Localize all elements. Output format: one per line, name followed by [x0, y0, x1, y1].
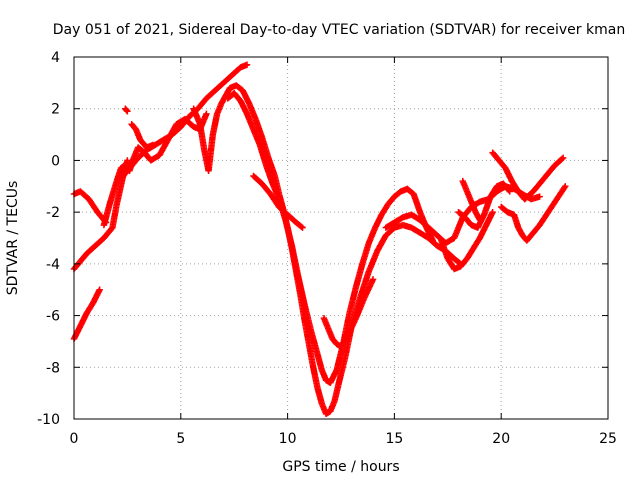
series-trace-18 [498, 183, 569, 244]
y-tick-label: 2 [51, 102, 60, 118]
data-point [203, 110, 210, 118]
data-point [298, 223, 305, 230]
y-tick-label: 4 [51, 50, 60, 66]
data-point [149, 141, 157, 149]
data-point [476, 216, 484, 224]
series-trace-4 [100, 159, 131, 229]
data-point [124, 108, 131, 115]
series-trace-8 [128, 121, 157, 151]
x-axis-label: GPS time / hours [282, 459, 399, 475]
data-point [558, 155, 566, 163]
data-point [506, 188, 513, 195]
data-point [123, 160, 130, 168]
data-point [96, 286, 103, 293]
series-trace-1 [70, 286, 103, 343]
x-tick-label: 5 [176, 431, 185, 447]
data-point [536, 193, 543, 200]
x-tick-label: 0 [70, 431, 79, 447]
y-tick-label: -2 [46, 205, 60, 221]
series-trace-10 [224, 90, 437, 386]
series-trace-14 [438, 208, 496, 273]
x-tick-label: 15 [385, 431, 403, 447]
data-point [505, 187, 513, 194]
x-tick-label: 20 [492, 431, 510, 447]
series-trace-7 [122, 105, 131, 115]
y-tick-label: -10 [37, 412, 60, 428]
series-trace-17 [489, 149, 567, 203]
series-layer [70, 61, 569, 418]
y-tick-label: -6 [46, 309, 60, 325]
data-point [243, 61, 251, 68]
y-axis-label: SDTVAR / TECUs [5, 181, 21, 296]
plot-frame [73, 56, 609, 420]
data-point [299, 224, 306, 231]
data-point [561, 184, 568, 191]
chart-title: Day 051 of 2021, Sidereal Day-to-day VTE… [53, 22, 625, 38]
axis-ticks: 0 5 10 15 20 25 -10 -8 -6 -4 -2 0 2 4 [37, 50, 617, 447]
series-trace-11 [250, 172, 306, 231]
series-trace-12 [320, 276, 377, 350]
data-point [369, 276, 377, 283]
data-point [429, 237, 437, 244]
data-point [562, 183, 569, 190]
y-tick-label: 0 [51, 153, 60, 169]
y-tick-label: -4 [46, 257, 60, 273]
data-point [559, 154, 567, 162]
series-trace-16 [459, 177, 484, 224]
x-tick-label: 10 [279, 431, 297, 447]
data-point [489, 208, 496, 216]
y-tick-label: -8 [46, 360, 60, 376]
x-tick-label: 25 [599, 431, 617, 447]
